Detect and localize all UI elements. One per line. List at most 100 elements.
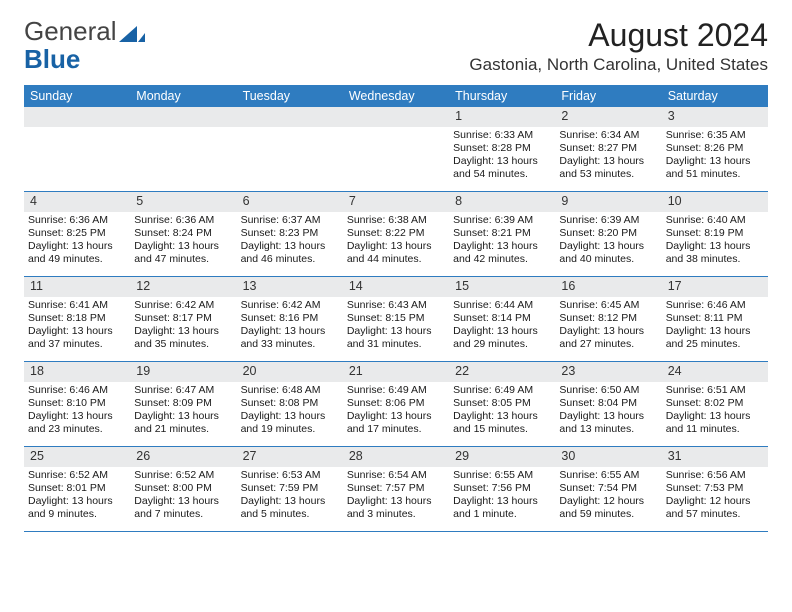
logo: General Blue <box>24 18 145 72</box>
day-number: 2 <box>555 107 661 127</box>
week-row: 11Sunrise: 6:41 AMSunset: 8:18 PMDayligh… <box>24 277 768 362</box>
daylight-line-1: Daylight: 13 hours <box>559 240 657 253</box>
day-number: 31 <box>662 447 768 467</box>
sunrise-line: Sunrise: 6:55 AM <box>559 469 657 482</box>
day-cell: 10Sunrise: 6:40 AMSunset: 8:19 PMDayligh… <box>662 192 768 276</box>
sail-icon <box>119 20 145 46</box>
sunset-line: Sunset: 8:22 PM <box>347 227 445 240</box>
sunrise-line: Sunrise: 6:34 AM <box>559 129 657 142</box>
weekday-header: Thursday <box>449 85 555 107</box>
month-title: August 2024 <box>469 18 768 53</box>
daylight-line-2: and 29 minutes. <box>453 338 551 351</box>
daylight-line-2: and 23 minutes. <box>28 423 126 436</box>
day-number: 12 <box>130 277 236 297</box>
day-number: 13 <box>237 277 343 297</box>
day-cell: 31Sunrise: 6:56 AMSunset: 7:53 PMDayligh… <box>662 447 768 531</box>
day-number: 15 <box>449 277 555 297</box>
day-number: 27 <box>237 447 343 467</box>
sunrise-line: Sunrise: 6:47 AM <box>134 384 232 397</box>
day-number: 5 <box>130 192 236 212</box>
week-row: 1Sunrise: 6:33 AMSunset: 8:28 PMDaylight… <box>24 107 768 192</box>
day-cell: 13Sunrise: 6:42 AMSunset: 8:16 PMDayligh… <box>237 277 343 361</box>
day-number: 24 <box>662 362 768 382</box>
daylight-line-1: Daylight: 13 hours <box>559 155 657 168</box>
weekday-header: Monday <box>130 85 236 107</box>
daylight-line-1: Daylight: 13 hours <box>241 240 339 253</box>
daylight-line-1: Daylight: 13 hours <box>453 495 551 508</box>
sunrise-line: Sunrise: 6:48 AM <box>241 384 339 397</box>
daylight-line-1: Daylight: 13 hours <box>666 325 764 338</box>
daylight-line-1: Daylight: 12 hours <box>559 495 657 508</box>
sunset-line: Sunset: 8:00 PM <box>134 482 232 495</box>
sunrise-line: Sunrise: 6:54 AM <box>347 469 445 482</box>
sunset-line: Sunset: 8:14 PM <box>453 312 551 325</box>
day-number: 18 <box>24 362 130 382</box>
day-cell: 14Sunrise: 6:43 AMSunset: 8:15 PMDayligh… <box>343 277 449 361</box>
day-cell: 4Sunrise: 6:36 AMSunset: 8:25 PMDaylight… <box>24 192 130 276</box>
logo-text: General Blue <box>24 18 145 72</box>
sunrise-line: Sunrise: 6:55 AM <box>453 469 551 482</box>
sunset-line: Sunset: 7:59 PM <box>241 482 339 495</box>
sunrise-line: Sunrise: 6:56 AM <box>666 469 764 482</box>
daylight-line-2: and 53 minutes. <box>559 168 657 181</box>
sunrise-line: Sunrise: 6:44 AM <box>453 299 551 312</box>
daylight-line-2: and 5 minutes. <box>241 508 339 521</box>
daylight-line-2: and 51 minutes. <box>666 168 764 181</box>
day-cell: 29Sunrise: 6:55 AMSunset: 7:56 PMDayligh… <box>449 447 555 531</box>
daylight-line-2: and 11 minutes. <box>666 423 764 436</box>
day-cell: 24Sunrise: 6:51 AMSunset: 8:02 PMDayligh… <box>662 362 768 446</box>
sunrise-line: Sunrise: 6:41 AM <box>28 299 126 312</box>
day-number: 30 <box>555 447 661 467</box>
day-number: 16 <box>555 277 661 297</box>
weekday-header: Tuesday <box>237 85 343 107</box>
daylight-line-2: and 21 minutes. <box>134 423 232 436</box>
sunrise-line: Sunrise: 6:39 AM <box>559 214 657 227</box>
sunrise-line: Sunrise: 6:39 AM <box>453 214 551 227</box>
daylight-line-1: Daylight: 13 hours <box>666 155 764 168</box>
daylight-line-1: Daylight: 13 hours <box>559 325 657 338</box>
sunset-line: Sunset: 8:04 PM <box>559 397 657 410</box>
day-cell: 9Sunrise: 6:39 AMSunset: 8:20 PMDaylight… <box>555 192 661 276</box>
day-cell: 7Sunrise: 6:38 AMSunset: 8:22 PMDaylight… <box>343 192 449 276</box>
weekday-header: Wednesday <box>343 85 449 107</box>
daylight-line-2: and 3 minutes. <box>347 508 445 521</box>
sunrise-line: Sunrise: 6:52 AM <box>134 469 232 482</box>
day-number: 7 <box>343 192 449 212</box>
day-number: 14 <box>343 277 449 297</box>
daylight-line-2: and 31 minutes. <box>347 338 445 351</box>
sunset-line: Sunset: 7:57 PM <box>347 482 445 495</box>
daylight-line-2: and 1 minute. <box>453 508 551 521</box>
day-number: 19 <box>130 362 236 382</box>
day-cell-empty <box>24 107 130 191</box>
sunset-line: Sunset: 8:27 PM <box>559 142 657 155</box>
day-cell: 5Sunrise: 6:36 AMSunset: 8:24 PMDaylight… <box>130 192 236 276</box>
day-number: 17 <box>662 277 768 297</box>
day-number: 25 <box>24 447 130 467</box>
day-cell: 16 Sunrise: 6:45 AMSunset: 8:12 PMDayligh… <box>555 277 661 361</box>
daylight-line-1: Daylight: 13 hours <box>347 240 445 253</box>
daylight-line-2: and 38 minutes. <box>666 253 764 266</box>
day-cell: 26Sunrise: 6:52 AMSunset: 8:00 PMDayligh… <box>130 447 236 531</box>
sunrise-line: Sunrise: 6:49 AM <box>453 384 551 397</box>
sunrise-line: Sunrise: 6:50 AM <box>559 384 657 397</box>
day-number: 26 <box>130 447 236 467</box>
daylight-line-2: and 37 minutes. <box>28 338 126 351</box>
sunrise-line: Sunrise: 6:45 AM <box>559 299 657 312</box>
sunset-line: Sunset: 8:19 PM <box>666 227 764 240</box>
daylight-line-1: Daylight: 13 hours <box>241 410 339 423</box>
daylight-line-1: Daylight: 13 hours <box>28 240 126 253</box>
daylight-line-1: Daylight: 13 hours <box>347 410 445 423</box>
sunset-line: Sunset: 7:54 PM <box>559 482 657 495</box>
day-number: 28 <box>343 447 449 467</box>
sunrise-line: Sunrise: 6:40 AM <box>666 214 764 227</box>
sunset-line: Sunset: 8:25 PM <box>28 227 126 240</box>
daylight-line-1: Daylight: 13 hours <box>28 325 126 338</box>
sunrise-line: Sunrise: 6:37 AM <box>241 214 339 227</box>
daylight-line-1: Daylight: 13 hours <box>134 410 232 423</box>
weekday-header: Friday <box>555 85 661 107</box>
sunset-line: Sunset: 8:12 PM <box>559 312 657 325</box>
day-number: 6 <box>237 192 343 212</box>
day-cell: 27Sunrise: 6:53 AMSunset: 7:59 PMDayligh… <box>237 447 343 531</box>
daylight-line-1: Daylight: 13 hours <box>134 240 232 253</box>
week-row: 4Sunrise: 6:36 AMSunset: 8:25 PMDaylight… <box>24 192 768 277</box>
